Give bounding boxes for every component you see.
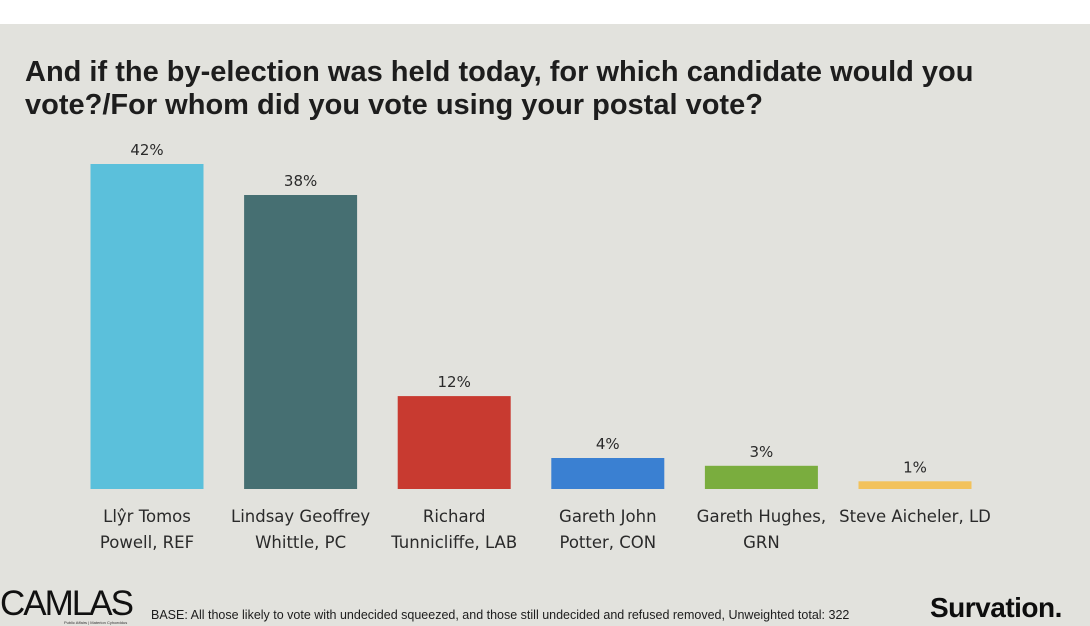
category-label-1-line-0: Lindsay Geoffrey bbox=[231, 507, 370, 526]
value-label-5: 1% bbox=[903, 458, 927, 476]
category-label-2-line-0: Richard bbox=[423, 507, 486, 526]
camlas-logo-tagline: Public Affairs | Materion Cyhoeddus bbox=[64, 620, 128, 625]
chart-title: And if the by-election was held today, f… bbox=[25, 56, 974, 121]
camlas-logo: CAMLAS Public Affairs | Materion Cyhoedd… bbox=[0, 584, 134, 625]
value-label-2: 12% bbox=[438, 373, 471, 391]
camlas-logo-text: CAMLAS bbox=[0, 584, 134, 623]
category-label-4-line-0: Gareth Hughes, bbox=[697, 507, 826, 526]
category-label-0-line-1: Powell, REF bbox=[100, 533, 194, 552]
category-label-1-line-1: Whittle, PC bbox=[255, 533, 346, 552]
category-label-0-line-0: Llŷr Tomos bbox=[103, 507, 191, 526]
bar-1 bbox=[244, 195, 358, 489]
bar-3 bbox=[551, 458, 665, 489]
value-label-1: 38% bbox=[284, 172, 317, 190]
category-label-2-line-1: Tunnicliffe, LAB bbox=[390, 533, 517, 552]
category-label-4-line-1: GRN bbox=[743, 533, 780, 552]
bar-0 bbox=[90, 164, 204, 489]
category-label-3-line-1: Potter, CON bbox=[559, 533, 656, 552]
value-label-0: 42% bbox=[130, 141, 163, 159]
bar-4 bbox=[704, 465, 818, 489]
bar-2 bbox=[397, 396, 511, 489]
base-note: BASE: All those likely to vote with unde… bbox=[151, 608, 850, 622]
bar-5 bbox=[858, 481, 972, 489]
category-label-3-line-0: Gareth John bbox=[559, 507, 657, 526]
category-label-5-line-0: Steve Aicheler, LD bbox=[839, 507, 991, 526]
survation-logo: Survation. bbox=[930, 592, 1062, 623]
value-label-4: 3% bbox=[750, 443, 774, 461]
value-label-3: 4% bbox=[596, 435, 620, 453]
